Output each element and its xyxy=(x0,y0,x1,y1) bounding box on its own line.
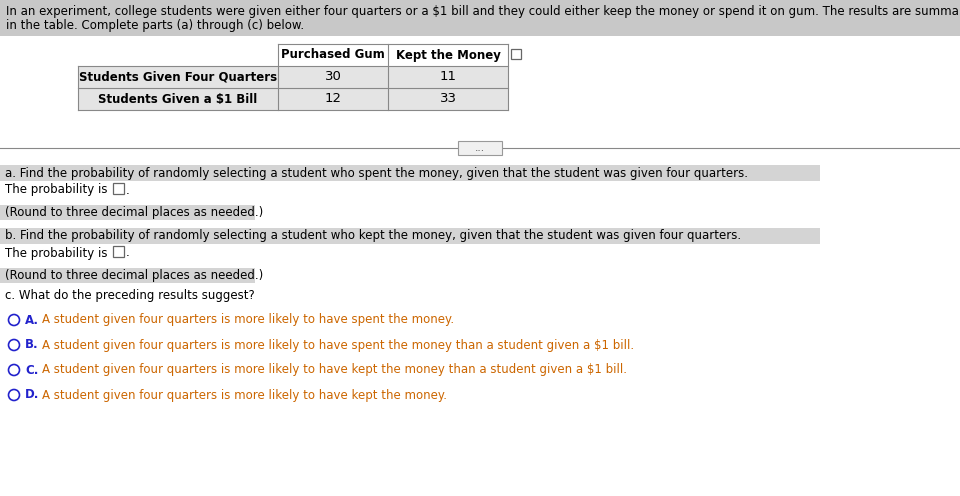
Text: Students Given a $1 Bill: Students Given a $1 Bill xyxy=(98,92,257,106)
Text: a. Find the probability of randomly selecting a student who spent the money, giv: a. Find the probability of randomly sele… xyxy=(5,167,748,180)
Bar xyxy=(0,205,255,220)
Text: .: . xyxy=(126,247,130,259)
Text: The probability is: The probability is xyxy=(5,184,108,196)
Text: (Round to three decimal places as needed.): (Round to three decimal places as needed… xyxy=(5,206,263,219)
Bar xyxy=(458,141,502,155)
Text: ...: ... xyxy=(475,143,485,153)
Text: 12: 12 xyxy=(324,92,342,106)
Text: A.: A. xyxy=(25,313,39,326)
Text: c. What do the preceding results suggest?: c. What do the preceding results suggest… xyxy=(5,289,254,302)
Text: .: . xyxy=(126,184,130,196)
Text: (Round to three decimal places as needed.): (Round to three decimal places as needed… xyxy=(5,269,263,282)
Text: The probability is: The probability is xyxy=(5,247,108,259)
Text: A student given four quarters is more likely to have spent the money than a stud: A student given four quarters is more li… xyxy=(42,338,635,352)
Text: C.: C. xyxy=(25,364,38,376)
Text: D.: D. xyxy=(25,388,39,401)
Text: 30: 30 xyxy=(324,70,342,83)
Bar xyxy=(0,165,820,181)
Bar xyxy=(78,88,508,110)
Text: B.: B. xyxy=(25,338,38,352)
Bar xyxy=(113,183,124,194)
Bar xyxy=(0,228,820,244)
Bar xyxy=(0,268,255,283)
Text: in the table. Complete parts (a) through (c) below.: in the table. Complete parts (a) through… xyxy=(6,18,304,32)
Bar xyxy=(511,49,521,59)
Text: b. Find the probability of randomly selecting a student who kept the money, give: b. Find the probability of randomly sele… xyxy=(5,230,741,243)
Text: A student given four quarters is more likely to have spent the money.: A student given four quarters is more li… xyxy=(42,313,454,326)
Text: 11: 11 xyxy=(440,70,457,83)
Text: Students Given Four Quarters: Students Given Four Quarters xyxy=(79,70,277,83)
Bar xyxy=(78,66,508,88)
Text: A student given four quarters is more likely to have kept the money than a stude: A student given four quarters is more li… xyxy=(42,364,627,376)
Bar xyxy=(0,0,960,36)
Text: Purchased Gum: Purchased Gum xyxy=(281,49,385,62)
Bar xyxy=(278,44,508,66)
Text: 33: 33 xyxy=(440,92,457,106)
Bar xyxy=(113,246,124,257)
Text: In an experiment, college students were given either four quarters or a $1 bill : In an experiment, college students were … xyxy=(6,4,960,17)
Text: A student given four quarters is more likely to have kept the money.: A student given four quarters is more li… xyxy=(42,388,447,401)
Text: Kept the Money: Kept the Money xyxy=(396,49,500,62)
